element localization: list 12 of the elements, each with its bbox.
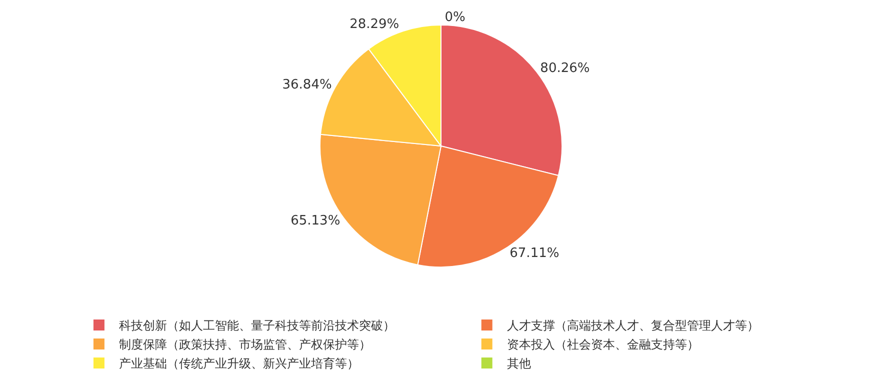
legend-label: 产业基础（传统产业升级、新兴产业培育等） [118, 356, 359, 371]
data-label: 28.29% [350, 16, 400, 32]
data-label: 65.13% [290, 214, 340, 229]
data-label: 36.84% [282, 77, 332, 92]
legend-label: 其他 [506, 356, 531, 371]
data-label: 80.26% [540, 61, 590, 76]
legend-label: 人才支撑（高端技术人才、复合型管理人才等） [506, 318, 759, 333]
legend-label: 制度保障（政策扶持、市场监管、产权保护等） [118, 338, 371, 352]
legend-label: 科技创新（如人工智能、量子科技等前沿技术突破） [118, 318, 395, 333]
text: 0% [444, 10, 466, 25]
legend-label: 资本投入（社会资本、金融支持等） [506, 338, 699, 352]
data-label: 67.11% [510, 246, 560, 262]
